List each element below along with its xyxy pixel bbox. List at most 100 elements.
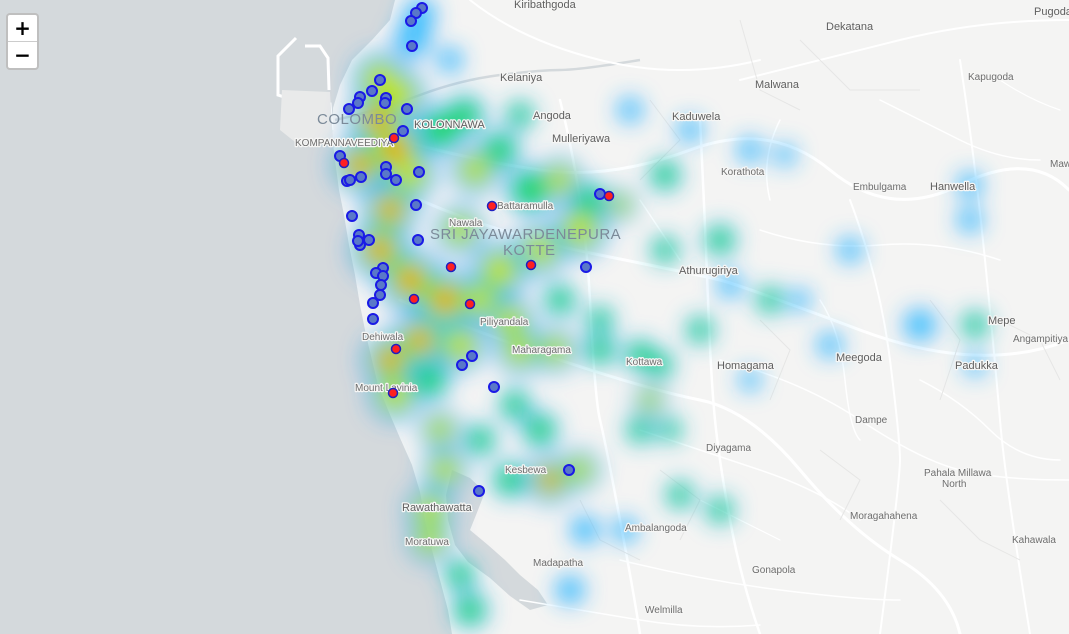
blue-marker[interactable] bbox=[346, 210, 358, 222]
place-label: Hanwella bbox=[930, 181, 976, 193]
heat-blob bbox=[589, 309, 611, 331]
heat-blob bbox=[571, 516, 599, 544]
heat-blob bbox=[964, 314, 986, 336]
heat-blob bbox=[503, 393, 527, 417]
heat-blob bbox=[775, 145, 795, 165]
red-marker[interactable] bbox=[338, 157, 350, 169]
place-label: Rawathawatta bbox=[402, 502, 473, 514]
heat-blob bbox=[448, 563, 472, 587]
red-marker[interactable] bbox=[388, 132, 400, 144]
place-label: Nawala bbox=[449, 218, 483, 229]
heat-blob bbox=[435, 290, 455, 310]
heat-blob bbox=[433, 458, 457, 482]
heat-blob bbox=[569, 459, 591, 481]
blue-marker[interactable] bbox=[410, 199, 422, 211]
place-label: Kelaniya bbox=[500, 72, 543, 84]
blue-marker[interactable] bbox=[413, 166, 425, 178]
blue-marker[interactable] bbox=[355, 171, 367, 183]
red-marker[interactable] bbox=[525, 259, 537, 271]
heat-blob bbox=[429, 419, 451, 441]
heat-blob bbox=[457, 597, 483, 623]
heat-blob bbox=[423, 113, 457, 147]
heat-blob bbox=[498, 308, 522, 332]
heat-blob bbox=[905, 310, 935, 340]
blue-marker[interactable] bbox=[473, 485, 485, 497]
heat-blob bbox=[790, 290, 810, 310]
heat-blob bbox=[381, 201, 399, 219]
red-marker[interactable] bbox=[603, 190, 615, 202]
place-label: Athurugiriya bbox=[679, 265, 739, 277]
heat-blob bbox=[527, 417, 553, 443]
heat-blob bbox=[818, 333, 842, 357]
blue-marker[interactable] bbox=[412, 234, 424, 246]
blue-marker[interactable] bbox=[390, 174, 402, 186]
blue-marker[interactable] bbox=[456, 359, 468, 371]
blue-marker[interactable] bbox=[406, 40, 418, 52]
blue-marker[interactable] bbox=[344, 174, 356, 186]
place-label: Embulgama bbox=[853, 182, 907, 193]
red-marker[interactable] bbox=[445, 261, 457, 273]
blue-marker[interactable] bbox=[367, 297, 379, 309]
blue-marker[interactable] bbox=[352, 235, 364, 247]
heat-blob bbox=[718, 273, 742, 297]
place-label: Kapugoda bbox=[968, 72, 1014, 83]
zoom-in-button[interactable]: + bbox=[14, 16, 31, 40]
heat-blob bbox=[418, 528, 442, 552]
blue-marker[interactable] bbox=[563, 464, 575, 476]
heat-blob bbox=[838, 238, 862, 262]
place-label: KOLONNAWA bbox=[414, 119, 485, 131]
heat-blob bbox=[588, 338, 612, 362]
place-label: Dekatana bbox=[826, 21, 874, 33]
place-label: Welmilla bbox=[645, 605, 683, 616]
blue-marker[interactable] bbox=[375, 279, 387, 291]
heat-blob bbox=[418, 498, 442, 522]
place-label: Moragahahena bbox=[850, 511, 918, 522]
red-marker[interactable] bbox=[387, 387, 399, 399]
red-marker[interactable] bbox=[408, 293, 420, 305]
blue-marker[interactable] bbox=[405, 15, 417, 27]
blue-marker[interactable] bbox=[397, 125, 409, 137]
place-label: KOTTE bbox=[503, 242, 556, 259]
heat-blob bbox=[485, 135, 515, 165]
place-label: Battaramulla bbox=[497, 201, 554, 212]
place-label: Pugoda bbox=[1034, 6, 1069, 18]
blue-marker[interactable] bbox=[379, 97, 391, 109]
heat-blob bbox=[400, 270, 420, 290]
red-marker[interactable] bbox=[464, 298, 476, 310]
blue-marker[interactable] bbox=[401, 103, 413, 115]
blue-marker[interactable] bbox=[594, 188, 606, 200]
blue-marker[interactable] bbox=[352, 97, 364, 109]
heat-blob bbox=[527, 237, 553, 263]
heat-blob bbox=[618, 98, 642, 122]
blue-marker[interactable] bbox=[580, 261, 592, 273]
heat-blob bbox=[641, 391, 659, 409]
blue-marker[interactable] bbox=[488, 381, 500, 393]
blue-marker[interactable] bbox=[363, 234, 375, 246]
heat-blob bbox=[738, 138, 762, 162]
blue-marker[interactable] bbox=[343, 103, 355, 115]
place-label: Mawa bbox=[1050, 159, 1069, 170]
blue-marker[interactable] bbox=[367, 313, 379, 325]
blue-marker[interactable] bbox=[466, 350, 478, 362]
place-label: Madapatha bbox=[533, 558, 583, 569]
place-label: Maharagama bbox=[512, 345, 571, 356]
zoom-out-button[interactable]: − bbox=[8, 41, 37, 68]
place-label: Pahala Millawa bbox=[924, 468, 992, 479]
heat-blob bbox=[450, 100, 480, 130]
heat-blob bbox=[654, 239, 676, 261]
heat-blob bbox=[709, 499, 731, 521]
heat-blob bbox=[611, 196, 629, 214]
blue-marker[interactable] bbox=[380, 168, 392, 180]
blue-marker[interactable] bbox=[366, 85, 378, 97]
blue-marker[interactable] bbox=[374, 74, 386, 86]
heat-blob bbox=[629, 419, 651, 441]
heat-blob bbox=[669, 484, 691, 506]
heat-blob bbox=[708, 228, 732, 252]
harbour-land bbox=[280, 90, 333, 146]
blue-marker[interactable] bbox=[374, 289, 386, 301]
heat-blob bbox=[965, 355, 985, 375]
red-marker[interactable] bbox=[486, 200, 498, 212]
red-marker[interactable] bbox=[390, 343, 402, 355]
